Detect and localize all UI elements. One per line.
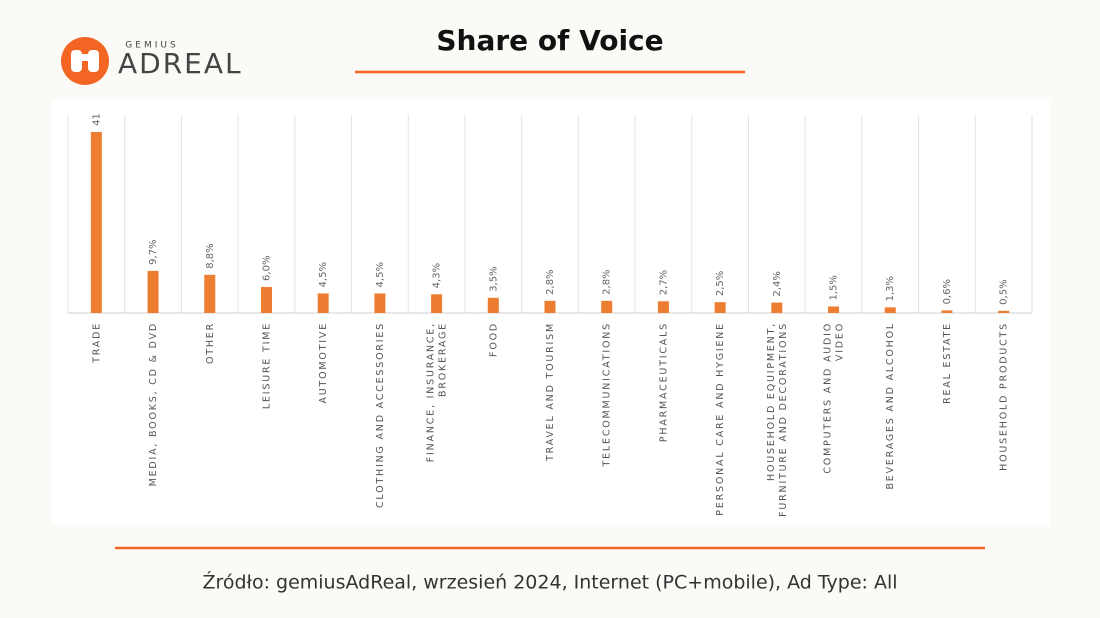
logo-icon	[71, 50, 82, 72]
bar	[487, 297, 499, 313]
data-label: 2,4%	[772, 271, 783, 296]
x-tick-label: PERSONAL CARE AND HYGIENE	[715, 322, 726, 516]
data-label: 2,5%	[715, 271, 726, 296]
x-tick-label: COMPUTERS AND AUDIOVIDEO	[822, 322, 845, 474]
bar	[260, 286, 272, 313]
bar	[601, 300, 613, 313]
data-label: 1,3%	[885, 276, 896, 301]
x-tick-label: OTHER	[204, 322, 215, 364]
x-tick-label: TELECOMMUNICATIONS	[601, 322, 612, 467]
data-label: 3,5%	[488, 266, 499, 291]
bar	[544, 300, 556, 313]
data-label: 4,3%	[432, 263, 443, 288]
data-label: 9,7%	[148, 239, 159, 264]
data-label: 6,0%	[261, 256, 272, 281]
x-tick-label: TRAVEL AND TOURISM	[545, 322, 556, 462]
x-tick-label: MEDIA, BOOKS, CD & DVD	[148, 322, 159, 486]
bar	[431, 294, 443, 313]
data-label: 4,5%	[318, 262, 329, 287]
bar	[90, 131, 102, 313]
x-tick-label: TRADE	[91, 322, 102, 364]
source-note: Źródło: gemiusAdReal, wrzesień 2024, Int…	[202, 571, 897, 594]
x-tick-label: HOUSEHOLD EQUIPMENT,FURNITURE AND DECORA…	[765, 322, 788, 517]
data-label: 2,8%	[545, 269, 556, 294]
x-tick-label: AUTOMOTIVE	[318, 322, 329, 404]
x-tick-label: HOUSEHOLD PRODUCTS	[998, 322, 1009, 471]
data-label: 8,8%	[205, 243, 216, 268]
bar	[657, 301, 669, 313]
bar	[941, 310, 953, 313]
data-label: 2,8%	[602, 269, 613, 294]
data-label: 0,6%	[942, 279, 953, 304]
x-tick-label: FINANCE, INSURANCE,BROKERAGE	[425, 322, 448, 462]
logo: GEMIUS ADREAL	[61, 37, 243, 85]
bar	[884, 307, 896, 313]
bar	[317, 293, 329, 313]
data-label: 4,5%	[375, 262, 386, 287]
bar	[771, 302, 783, 313]
data-label: 0,5%	[999, 279, 1010, 304]
data-label: 2,7%	[658, 270, 669, 295]
chart-title: Share of Voice	[436, 24, 663, 57]
logo-large: ADREAL	[118, 47, 243, 80]
data-label: 1,5%	[829, 275, 840, 300]
logo-small: GEMIUS	[125, 41, 178, 51]
logo-icon	[80, 54, 90, 61]
bar	[204, 274, 216, 313]
bar	[374, 293, 386, 313]
bar	[714, 302, 726, 313]
x-tick-label: REAL ESTATE	[941, 322, 952, 404]
bar	[828, 306, 840, 313]
x-tick-label: CLOTHING AND ACCESSORIES	[374, 322, 385, 508]
x-tick-label: LEISURE TIME	[261, 322, 272, 409]
x-tick-label: FOOD	[488, 322, 499, 357]
bar	[147, 270, 159, 313]
logo-icon	[88, 50, 99, 72]
plot: 41,7% 9,7% 8,8% 6,0% 4,5% 4,5% 4,3% 3,5% 2,8% 2,8…	[67, 94, 1033, 517]
bar	[998, 310, 1010, 313]
x-tick-label: BEVERAGES AND ALCOHOL	[885, 322, 896, 490]
x-tick-label: PHARMACEUTICALS	[658, 322, 669, 442]
bars: 41,7% 9,7% 8,8% 6,0% 4,5% 4,5% 4,3% 3,5% 2,8% 2,8…	[90, 94, 1010, 313]
data-label: 41,7%	[91, 94, 102, 126]
